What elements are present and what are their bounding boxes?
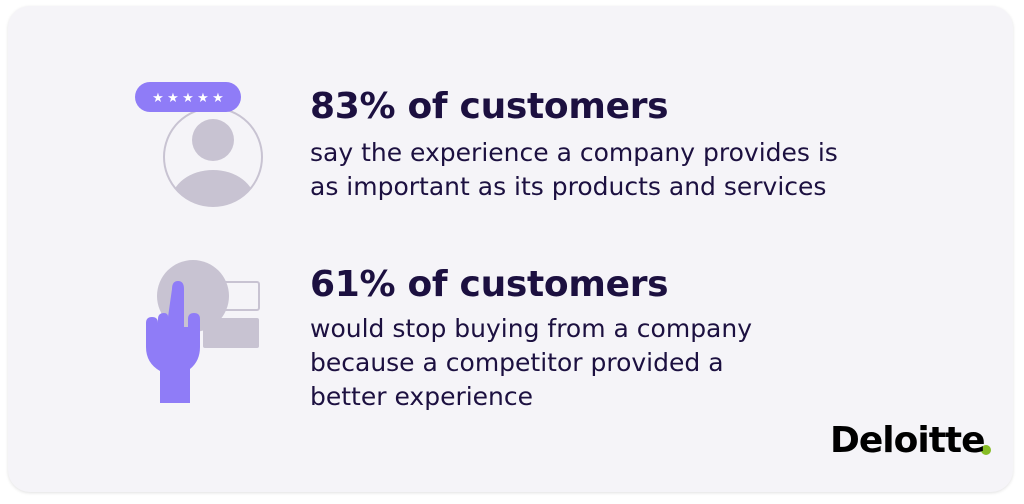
svg-text:★: ★ xyxy=(167,91,179,106)
brand-logo: Deloitte xyxy=(830,420,986,461)
description-line: as important as its products and service… xyxy=(310,172,827,201)
svg-text:★: ★ xyxy=(152,91,164,106)
description-line: would stop buying from a company xyxy=(310,314,753,343)
icons: ★ ★ ★ ★ ★ xyxy=(135,82,991,455)
card: ★ ★ ★ ★ ★ 83% of customers say the experienc… xyxy=(8,6,1013,492)
svg-text:★: ★ xyxy=(212,91,224,106)
description-line: better experience xyxy=(310,382,534,411)
hand-screen-icon xyxy=(146,260,260,403)
description-line: because a competitor provided a xyxy=(310,348,724,377)
svg-text:★: ★ xyxy=(197,91,209,106)
brand-dot xyxy=(981,445,991,455)
headline: 61% of customers xyxy=(310,264,669,305)
svg-text:★: ★ xyxy=(182,91,194,106)
description-line: say the experience a company provides is xyxy=(310,138,838,167)
rating-avatar-icon: ★ ★ ★ ★ ★ xyxy=(135,82,263,207)
headline: 83% of customers xyxy=(310,86,669,127)
